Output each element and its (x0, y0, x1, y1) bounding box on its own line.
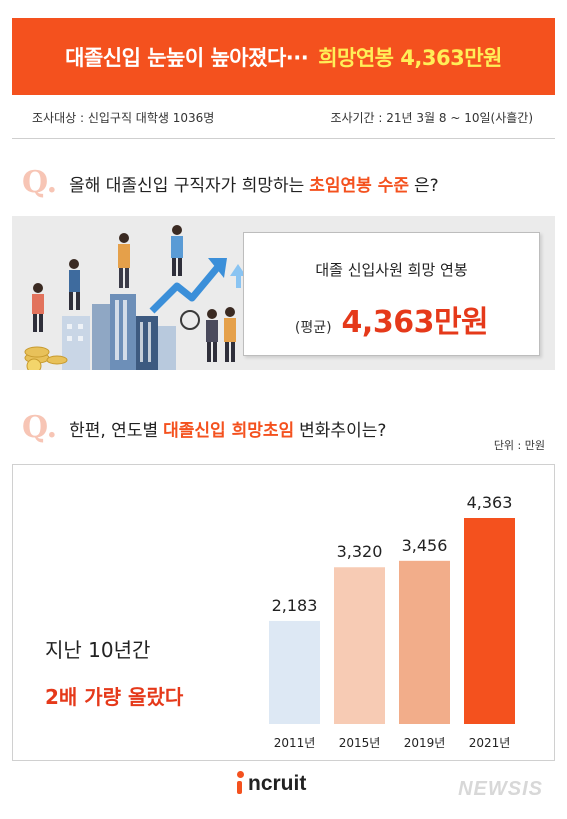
category-label-0: 2011년 (274, 736, 316, 750)
survey-period: 조사기간 : 21년 3월 8 ~ 10일(사흘간) (330, 111, 533, 125)
bar-value-label-2: 3,456 (402, 536, 448, 555)
q1-suffix: 은? (414, 175, 439, 196)
newsis-watermark: NEWSIS (458, 778, 543, 800)
category-label-1: 2015년 (339, 736, 381, 750)
q2-text: 한편, 연도별 (69, 420, 159, 441)
bar-1 (334, 567, 385, 724)
category-label-3: 2021년 (469, 736, 511, 750)
title-banner: 대졸신입 눈높이 높아졌다··· 희망연봉 4,363만원 (12, 18, 555, 95)
bar-2 (399, 560, 450, 724)
logo-i-icon (234, 770, 246, 798)
salary-summary-box: 대졸 신입사원 희망 연봉 (평균) 4,363만원 (243, 232, 540, 356)
bar-chart: 2,183 2011년 3,320 2015년 3,456 2019년 4,363 2021년 (12, 464, 555, 761)
bar-value-label-1: 3,320 (337, 542, 383, 561)
bar-3 (464, 518, 515, 724)
question-1: Q. 올해 대졸신입 구직자가 희망하는 초임연봉 수준 은? (22, 168, 439, 198)
bar-0 (269, 620, 320, 724)
salary-avg-label: (평균) (294, 320, 332, 336)
bar-chart-svg: 2,183 2011년 3,320 2015년 3,456 2019년 4,363 2021년 (269, 493, 515, 750)
q1-highlight: 초임연봉 수준 (309, 175, 410, 196)
note-line-1: 지난 10년간 (45, 638, 151, 662)
business-growth-illustration (24, 225, 246, 370)
salary-title: 대졸 신입사원 희망 연봉 (315, 261, 468, 279)
bar-value-label-0: 2,183 (272, 596, 318, 615)
q1-text: 올해 대졸신입 구직자가 희망하는 (69, 175, 305, 196)
banner-title: 대졸신입 눈높이 높아졌다··· (65, 45, 309, 70)
q-mark-icon: Q. (22, 165, 58, 200)
q-mark-icon: Q. (22, 410, 58, 445)
incruit-logo: ncruit (234, 770, 306, 798)
banner-highlight: 희망연봉 4,363만원 (318, 45, 502, 70)
q2-highlight: 대졸신입 희망초임 (163, 420, 295, 441)
bar-value-label-3: 4,363 (467, 493, 513, 512)
unit-label: 단위 : 만원 (493, 439, 545, 452)
survey-info: 조사대상 : 신입구직 대학생 1036명 조사기간 : 21년 3월 8 ~ … (12, 97, 555, 139)
salary-value: 4,363만원 (341, 305, 489, 340)
survey-target: 조사대상 : 신입구직 대학생 1036명 (32, 111, 215, 125)
category-label-2: 2019년 (404, 736, 446, 750)
question-2: Q. 한편, 연도별 대졸신입 희망초임 변화추이는? (22, 413, 386, 443)
salary-value-row: (평균) 4,363만원 (244, 297, 539, 341)
q2-suffix: 변화추이는? (299, 420, 387, 441)
note-line-2: 2배 가량 올랐다 (45, 685, 184, 709)
logo-text: ncruit (248, 772, 307, 795)
